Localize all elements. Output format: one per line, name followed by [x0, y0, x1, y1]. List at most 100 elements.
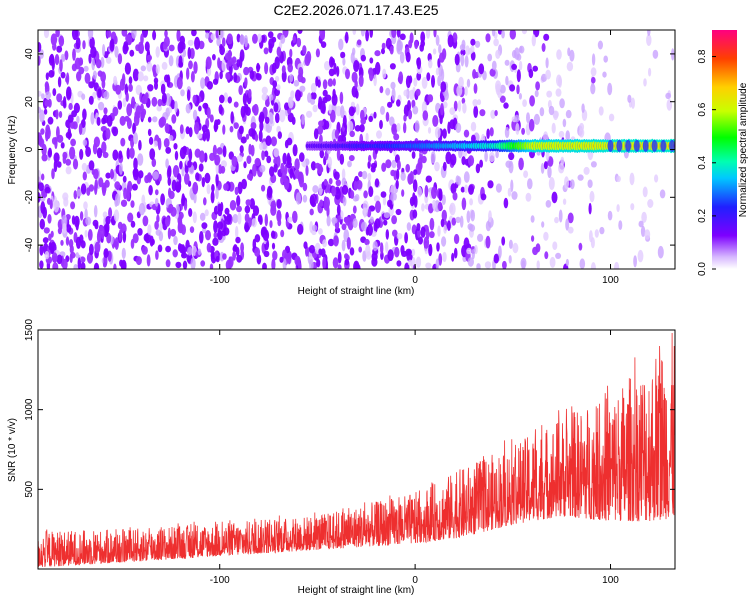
noise-cell	[70, 201, 76, 210]
noise-cell	[505, 75, 509, 86]
noise-cell	[407, 100, 411, 112]
noise-cell	[509, 84, 516, 92]
noise-cell	[214, 119, 219, 128]
noise-cell	[277, 131, 282, 140]
noise-cell	[276, 46, 282, 57]
noise-cell	[318, 248, 323, 255]
noise-cell	[96, 230, 102, 244]
noise-cell	[442, 101, 448, 109]
noise-cell	[516, 84, 520, 95]
noise-cell	[102, 44, 106, 57]
colorbar-tick-label: 0.8	[697, 49, 708, 63]
noise-cell	[198, 163, 204, 172]
noise-cell	[396, 122, 401, 132]
noise-cell	[187, 39, 194, 46]
noise-cell	[578, 242, 583, 251]
noise-cell	[598, 106, 604, 116]
noise-cell	[103, 107, 108, 115]
noise-cell	[519, 45, 525, 54]
noise-cell	[131, 96, 136, 109]
noise-cell	[214, 154, 221, 166]
noise-cell	[132, 68, 139, 82]
noise-cell	[276, 210, 282, 223]
snr-line	[38, 332, 675, 567]
noise-cell	[339, 91, 344, 105]
noise-cell	[179, 160, 183, 170]
noise-cell	[614, 261, 620, 269]
noise-cell	[266, 155, 272, 164]
noise-cell	[399, 51, 405, 64]
noise-cell	[51, 252, 58, 263]
noise-cell	[38, 42, 42, 53]
noise-cell	[370, 166, 376, 173]
noise-cell	[176, 76, 183, 90]
noise-cell	[235, 246, 240, 257]
noise-cell	[286, 161, 292, 169]
noise-cell	[545, 200, 552, 208]
noise-cell	[391, 30, 397, 39]
noise-cell	[589, 230, 593, 243]
noise-cell	[166, 74, 171, 88]
noise-cell	[142, 30, 148, 38]
noise-cell	[245, 133, 250, 140]
noise-cell	[647, 199, 654, 208]
noise-cell	[45, 72, 49, 81]
noise-cell	[205, 32, 210, 39]
noise-cell	[341, 168, 346, 181]
noise-cell	[369, 216, 374, 223]
noise-cell	[317, 125, 324, 135]
noise-cell	[317, 163, 323, 175]
noise-cell	[236, 205, 242, 213]
noise-cell	[60, 239, 64, 246]
noise-cell	[40, 201, 46, 215]
noise-cell	[375, 200, 381, 213]
noise-cell	[438, 253, 443, 266]
noise-cell	[374, 178, 380, 188]
noise-cell	[368, 186, 374, 198]
noise-cell	[177, 243, 182, 252]
noise-cell	[287, 216, 293, 223]
noise-cell	[165, 146, 172, 154]
noise-cell	[223, 92, 229, 103]
noise-cell	[547, 166, 552, 179]
noise-cell	[49, 53, 55, 64]
noise-cell	[344, 258, 350, 266]
noise-cell	[272, 250, 278, 261]
noise-cell	[501, 236, 506, 246]
noise-cell	[297, 223, 304, 235]
noise-cell	[599, 226, 605, 235]
noise-cell	[578, 128, 585, 138]
noise-cell	[192, 181, 199, 195]
noise-cell	[467, 257, 474, 267]
noise-cell	[282, 258, 287, 269]
noise-cell	[380, 242, 384, 255]
noise-cell	[244, 213, 250, 223]
noise-cell	[463, 171, 470, 183]
noise-cell	[50, 33, 58, 46]
noise-cell	[159, 222, 163, 232]
noise-cell	[117, 100, 123, 110]
noise-cell	[507, 187, 512, 197]
noise-cell	[326, 215, 331, 227]
noise-cell	[44, 186, 51, 194]
noise-cell	[415, 88, 421, 97]
heatmap-y-axis-label: Frequency (Hz)	[7, 116, 18, 185]
noise-cell	[217, 228, 222, 239]
noise-cell	[359, 124, 365, 133]
noise-cell	[355, 103, 360, 116]
noise-cell	[254, 133, 259, 142]
noise-cell	[268, 94, 274, 101]
noise-cell	[257, 214, 263, 223]
noise-cell	[179, 124, 184, 134]
noise-cell	[232, 251, 237, 261]
noise-cell	[80, 183, 87, 195]
noise-cell	[167, 165, 172, 178]
noise-cell	[435, 67, 440, 76]
noise-cell	[379, 86, 384, 94]
noise-cell	[453, 100, 458, 112]
noise-cell	[470, 51, 476, 61]
noise-cell	[327, 78, 334, 87]
noise-cell	[143, 75, 149, 82]
noise-cell	[477, 233, 484, 242]
noise-cell	[71, 215, 76, 225]
